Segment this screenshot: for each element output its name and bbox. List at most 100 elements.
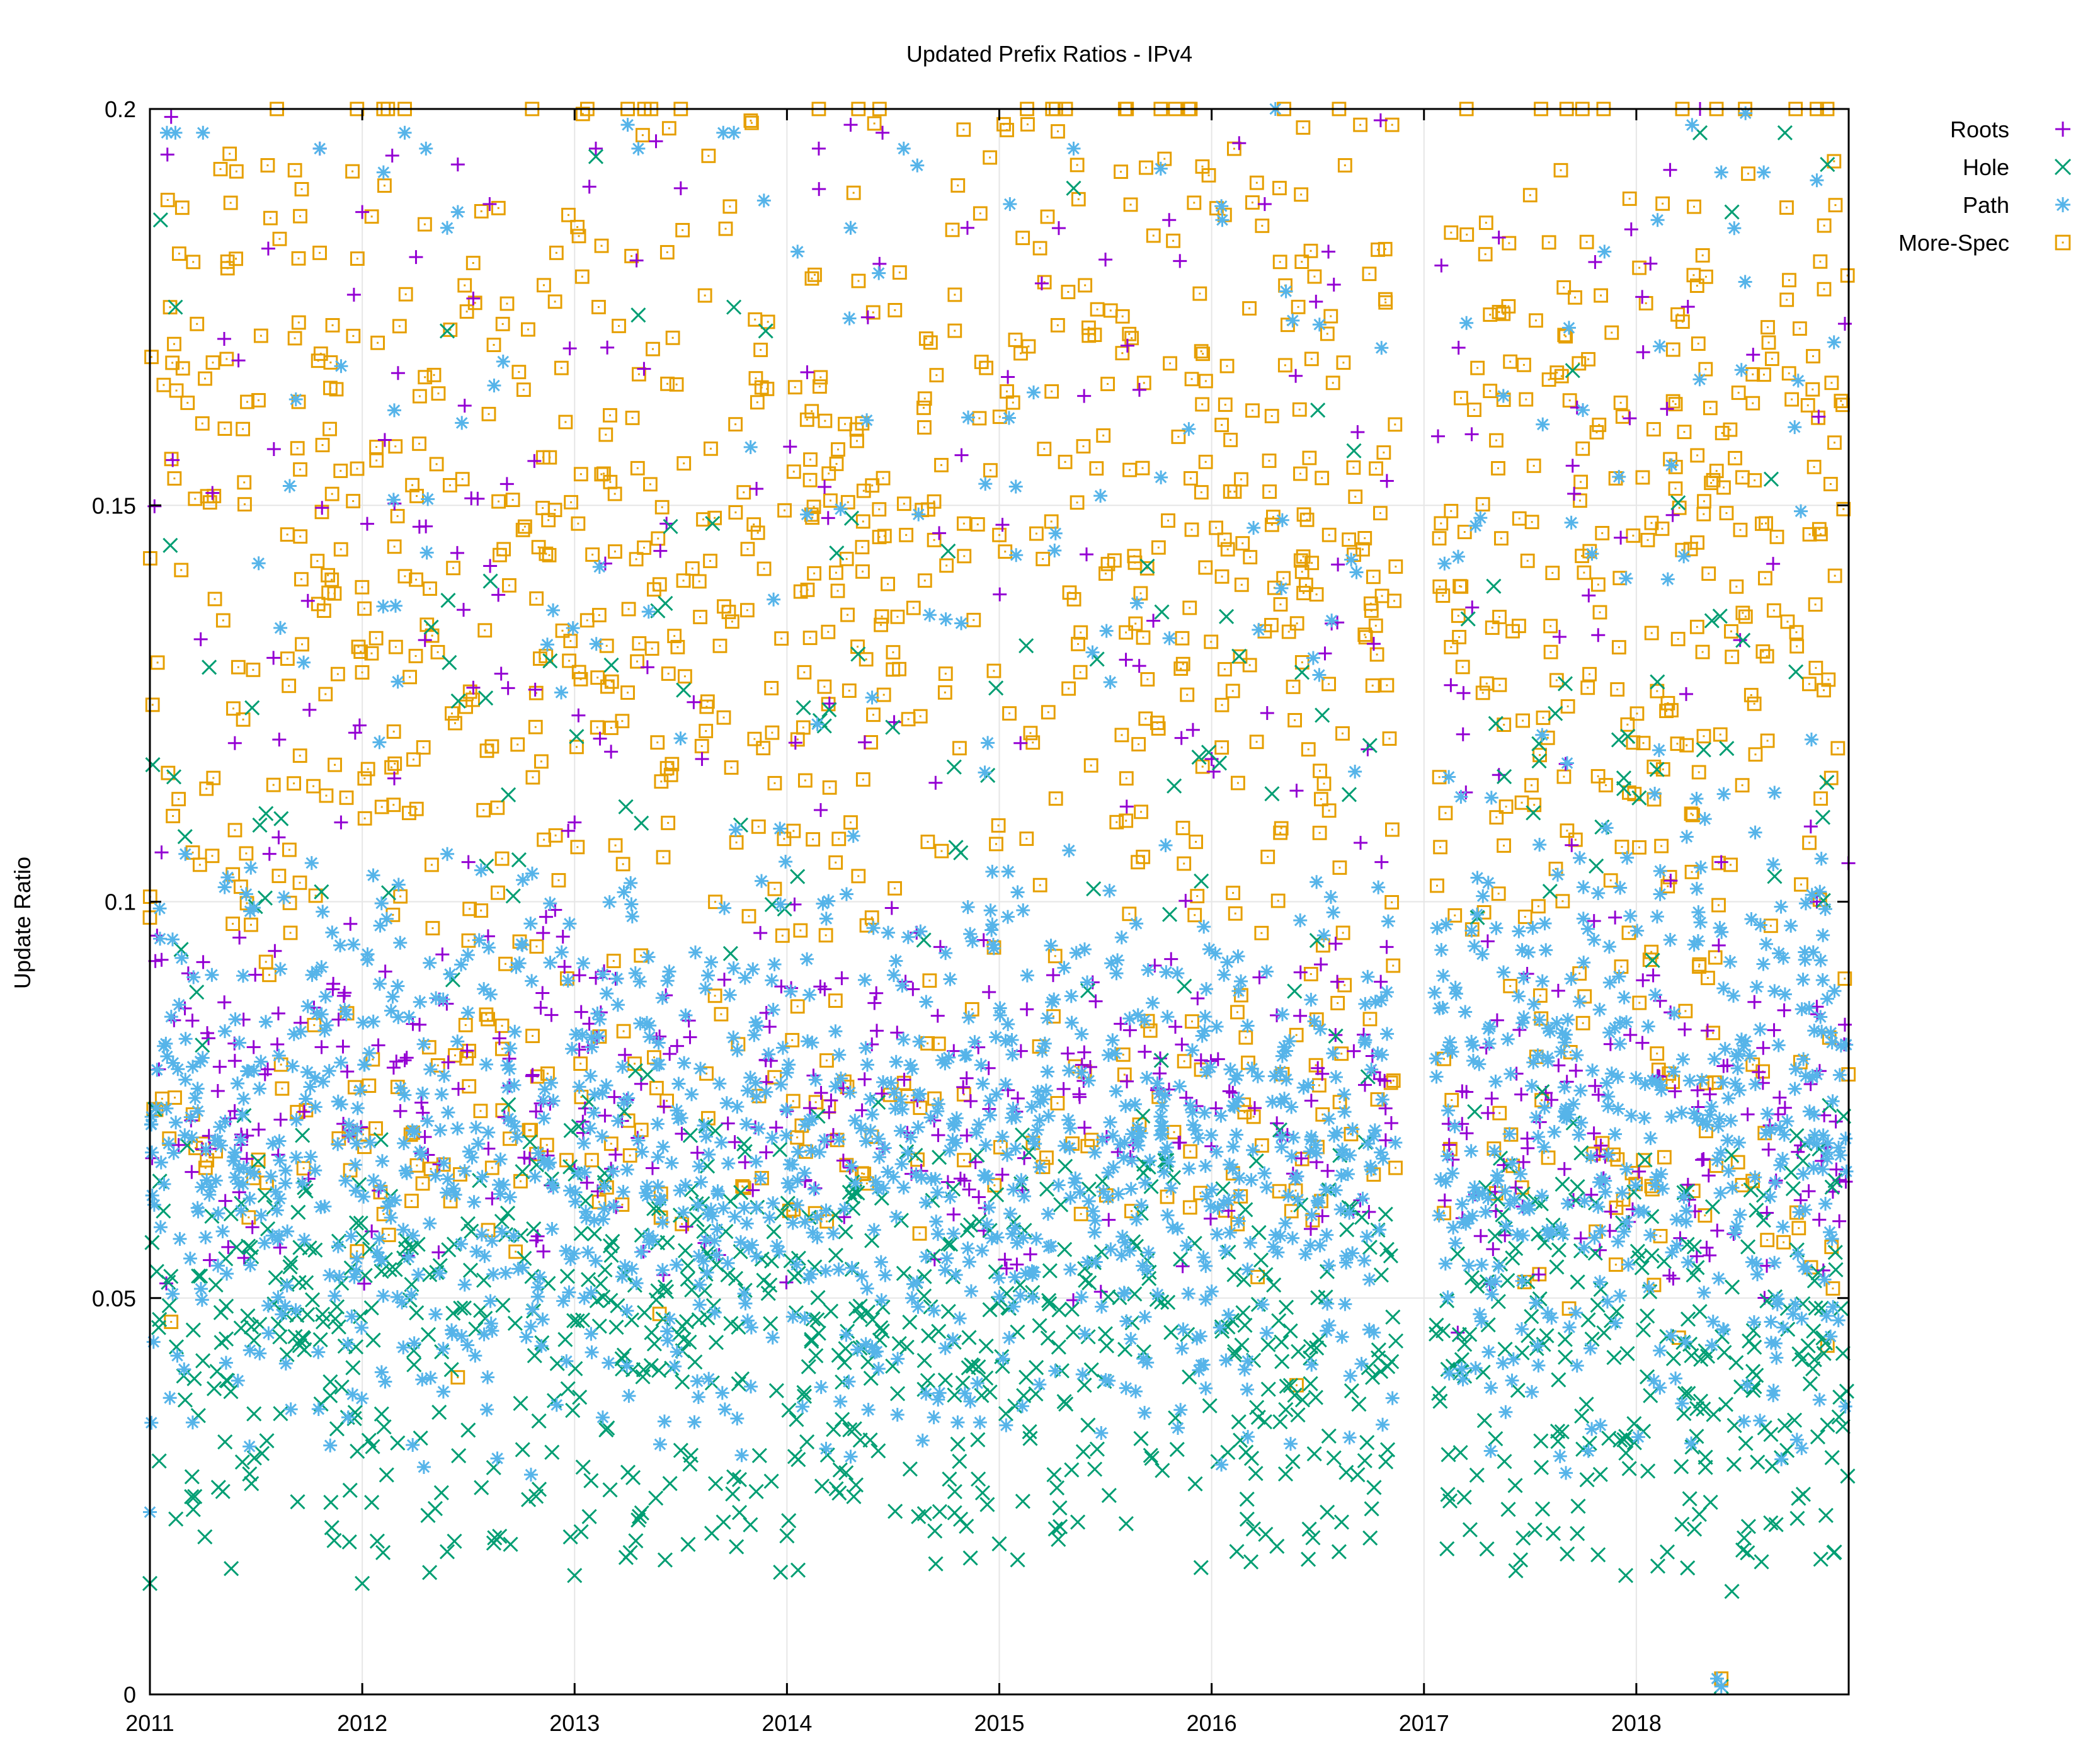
point-more-spec-dot bbox=[819, 376, 821, 378]
point-path bbox=[384, 1211, 398, 1225]
point-path bbox=[895, 1157, 909, 1171]
point-more-spec-dot bbox=[1201, 166, 1203, 168]
point-more-spec-dot bbox=[1201, 403, 1203, 405]
point-path bbox=[393, 936, 407, 950]
point-path bbox=[697, 1119, 710, 1133]
point-more-spec-dot bbox=[1301, 261, 1303, 263]
point-more-spec-dot bbox=[1073, 598, 1075, 600]
point-more-spec-dot bbox=[1519, 518, 1521, 520]
point-more-spec-dot bbox=[1305, 584, 1307, 586]
point-more-spec-dot bbox=[723, 605, 725, 607]
point-more-spec-dot bbox=[836, 590, 838, 592]
point-more-spec-dot bbox=[993, 1184, 995, 1186]
point-more-spec-dot bbox=[835, 862, 836, 864]
point-more-spec-dot bbox=[493, 344, 495, 346]
point-more-spec-dot bbox=[835, 572, 837, 574]
point-more-spec-dot bbox=[557, 879, 559, 881]
point-path bbox=[911, 1300, 925, 1314]
point-more-spec-dot bbox=[506, 303, 508, 305]
point-path bbox=[973, 1415, 987, 1429]
point-path bbox=[172, 998, 186, 1012]
point-more-spec-dot bbox=[1189, 1206, 1191, 1208]
point-more-spec-dot bbox=[863, 490, 865, 492]
point-more-spec-dot bbox=[871, 916, 873, 918]
point-path bbox=[807, 1182, 821, 1196]
point-more-spec-dot bbox=[245, 852, 247, 854]
point-more-spec-dot bbox=[1107, 383, 1109, 385]
point-more-spec-dot bbox=[771, 732, 773, 734]
point-path bbox=[1164, 1181, 1178, 1195]
point-more-spec-dot bbox=[1767, 326, 1769, 328]
point-more-spec-dot bbox=[1167, 1196, 1168, 1198]
point-path bbox=[624, 897, 638, 911]
point-more-spec-dot bbox=[945, 673, 947, 675]
point-path bbox=[774, 1078, 788, 1092]
point-more-spec-dot bbox=[270, 217, 271, 219]
point-more-spec-dot bbox=[1786, 299, 1788, 300]
point-path bbox=[1222, 1308, 1236, 1322]
point-more-spec-dot bbox=[1365, 636, 1367, 638]
point-more-spec-dot bbox=[1698, 966, 1700, 968]
point-more-spec-dot bbox=[1216, 207, 1218, 209]
point-more-spec-dot bbox=[1650, 522, 1652, 524]
point-more-spec-dot bbox=[1097, 309, 1099, 311]
point-more-spec-dot bbox=[1708, 573, 1709, 574]
point-more-spec-dot bbox=[480, 910, 482, 911]
point-more-spec-dot bbox=[244, 503, 246, 505]
point-more-spec-dot bbox=[1006, 391, 1008, 392]
point-path bbox=[304, 1150, 317, 1164]
point-path bbox=[842, 1374, 855, 1388]
point-more-spec-dot bbox=[723, 717, 725, 719]
point-more-spec-dot bbox=[1661, 528, 1663, 530]
point-more-spec-dot bbox=[1146, 678, 1148, 680]
point-more-spec-dot bbox=[1199, 293, 1201, 295]
point-path bbox=[790, 1258, 804, 1272]
point-more-spec-dot bbox=[496, 807, 498, 809]
point-more-spec-dot bbox=[1739, 529, 1741, 531]
point-more-spec-dot bbox=[437, 1065, 439, 1066]
point-path bbox=[568, 1247, 581, 1260]
point-more-spec-dot bbox=[1628, 932, 1629, 934]
point-more-spec-dot bbox=[1703, 513, 1704, 515]
point-more-spec-dot bbox=[487, 1018, 489, 1020]
point-more-spec-dot bbox=[668, 673, 670, 675]
point-path bbox=[1274, 1229, 1287, 1243]
point-more-spec-dot bbox=[1827, 678, 1829, 680]
point-more-spec-dot bbox=[1563, 334, 1565, 336]
point-more-spec-dot bbox=[1348, 539, 1350, 540]
point-more-spec-dot bbox=[667, 822, 669, 824]
point-more-spec-dot bbox=[287, 534, 288, 535]
point-more-spec-dot bbox=[430, 1168, 432, 1170]
point-more-spec-dot bbox=[293, 782, 295, 784]
point-more-spec-dot bbox=[1575, 839, 1577, 841]
point-path bbox=[901, 930, 915, 944]
point-path bbox=[865, 1107, 879, 1121]
point-more-spec-dot bbox=[1582, 448, 1584, 450]
point-more-spec-dot bbox=[1051, 391, 1053, 392]
point-more-spec-dot bbox=[278, 875, 280, 877]
point-more-spec-dot bbox=[1522, 720, 1524, 722]
point-more-spec-dot bbox=[919, 1233, 921, 1235]
point-more-spec-dot bbox=[543, 839, 545, 841]
point-more-spec-dot bbox=[1390, 1082, 1392, 1083]
point-more-spec-dot bbox=[1703, 500, 1705, 502]
point-more-spec-dot bbox=[1014, 339, 1016, 341]
point-more-spec-dot bbox=[409, 676, 411, 678]
point-path bbox=[279, 1357, 293, 1371]
point-more-spec-dot bbox=[1665, 710, 1667, 712]
point-more-spec-dot bbox=[1067, 291, 1069, 293]
point-more-spec-dot bbox=[394, 545, 396, 547]
point-more-spec-dot bbox=[770, 687, 772, 689]
point-path bbox=[1016, 903, 1030, 917]
point-more-spec-dot bbox=[1525, 399, 1527, 401]
point-more-spec-dot bbox=[586, 619, 588, 621]
point-more-spec-dot bbox=[666, 1100, 668, 1102]
point-more-spec-dot bbox=[1620, 402, 1622, 404]
point-more-spec-dot bbox=[827, 631, 829, 633]
point-more-spec-dot bbox=[1201, 350, 1202, 352]
point-more-spec-dot bbox=[903, 503, 905, 505]
point-more-spec-dot bbox=[618, 325, 620, 327]
point-more-spec-dot bbox=[266, 164, 268, 166]
point-more-spec-dot bbox=[610, 1143, 612, 1145]
point-more-spec-dot bbox=[920, 716, 922, 717]
